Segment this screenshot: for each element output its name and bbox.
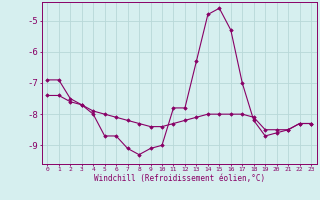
X-axis label: Windchill (Refroidissement éolien,°C): Windchill (Refroidissement éolien,°C)	[94, 174, 265, 183]
